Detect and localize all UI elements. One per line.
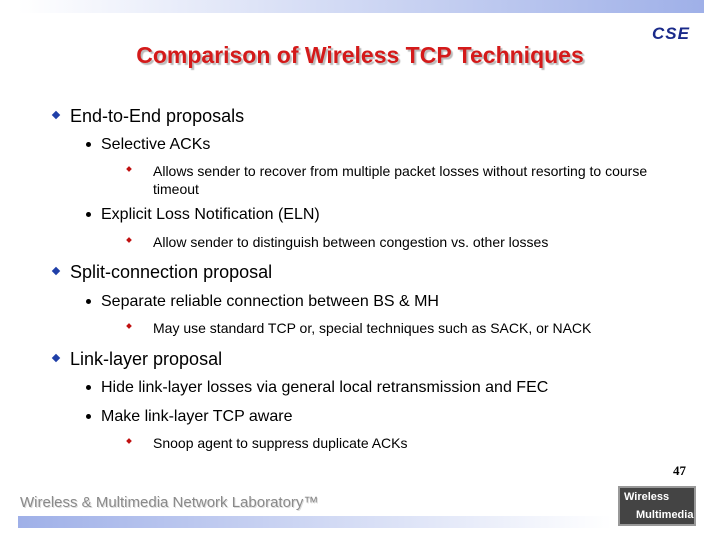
bullet-level-2: Separate reliable connection between BS … [101,293,439,310]
bullet-marker [86,385,91,390]
bullet-level-2: Hide link-layer losses via general local… [101,379,549,396]
slide-title: Comparison of Wireless TCP Techniques [136,42,584,68]
bullet-marker [126,323,132,329]
bullet-level-3: Allows sender to recover from multiple p… [153,163,648,197]
bullet-level-1: Split-connection proposal [70,262,273,282]
bullet-marker [51,266,61,276]
bullet-marker [86,142,91,147]
bullet-level-2: Make link-layer TCP aware [101,408,293,425]
bullet-marker [86,212,91,217]
bullet-level-2: Explicit Loss Notification (ELN) [101,206,320,223]
footer-logo-text: Multimedia [636,509,694,521]
bullet-marker [86,414,91,419]
bullet-level-3: May use standard TCP or, special techniq… [153,320,592,336]
bullet-level-3: Allow sender to distinguish between cong… [153,234,549,250]
bullet-marker [126,438,132,444]
logo: CSE [652,24,690,43]
footer-logo-text: Wireless [624,491,670,503]
bullet-level-1: End-to-End proposals [70,106,245,126]
top-bar [18,0,704,13]
bullet-level-3: Snoop agent to suppress duplicate ACKs [153,435,408,451]
lab-name: Wireless & Multimedia Network Laboratory… [20,494,319,511]
bullet-marker [86,299,91,304]
bottom-bar [18,516,612,528]
bullet-marker [126,237,132,243]
bullet-level-1: Link-layer proposal [70,349,223,369]
bullet-marker [51,353,61,363]
footer-logo: Wireless Multimedia [618,486,696,526]
bullet-marker [126,166,132,172]
page-number: 47 [673,463,686,478]
bullet-marker [51,110,61,120]
bullet-level-2: Selective ACKs [101,136,211,153]
